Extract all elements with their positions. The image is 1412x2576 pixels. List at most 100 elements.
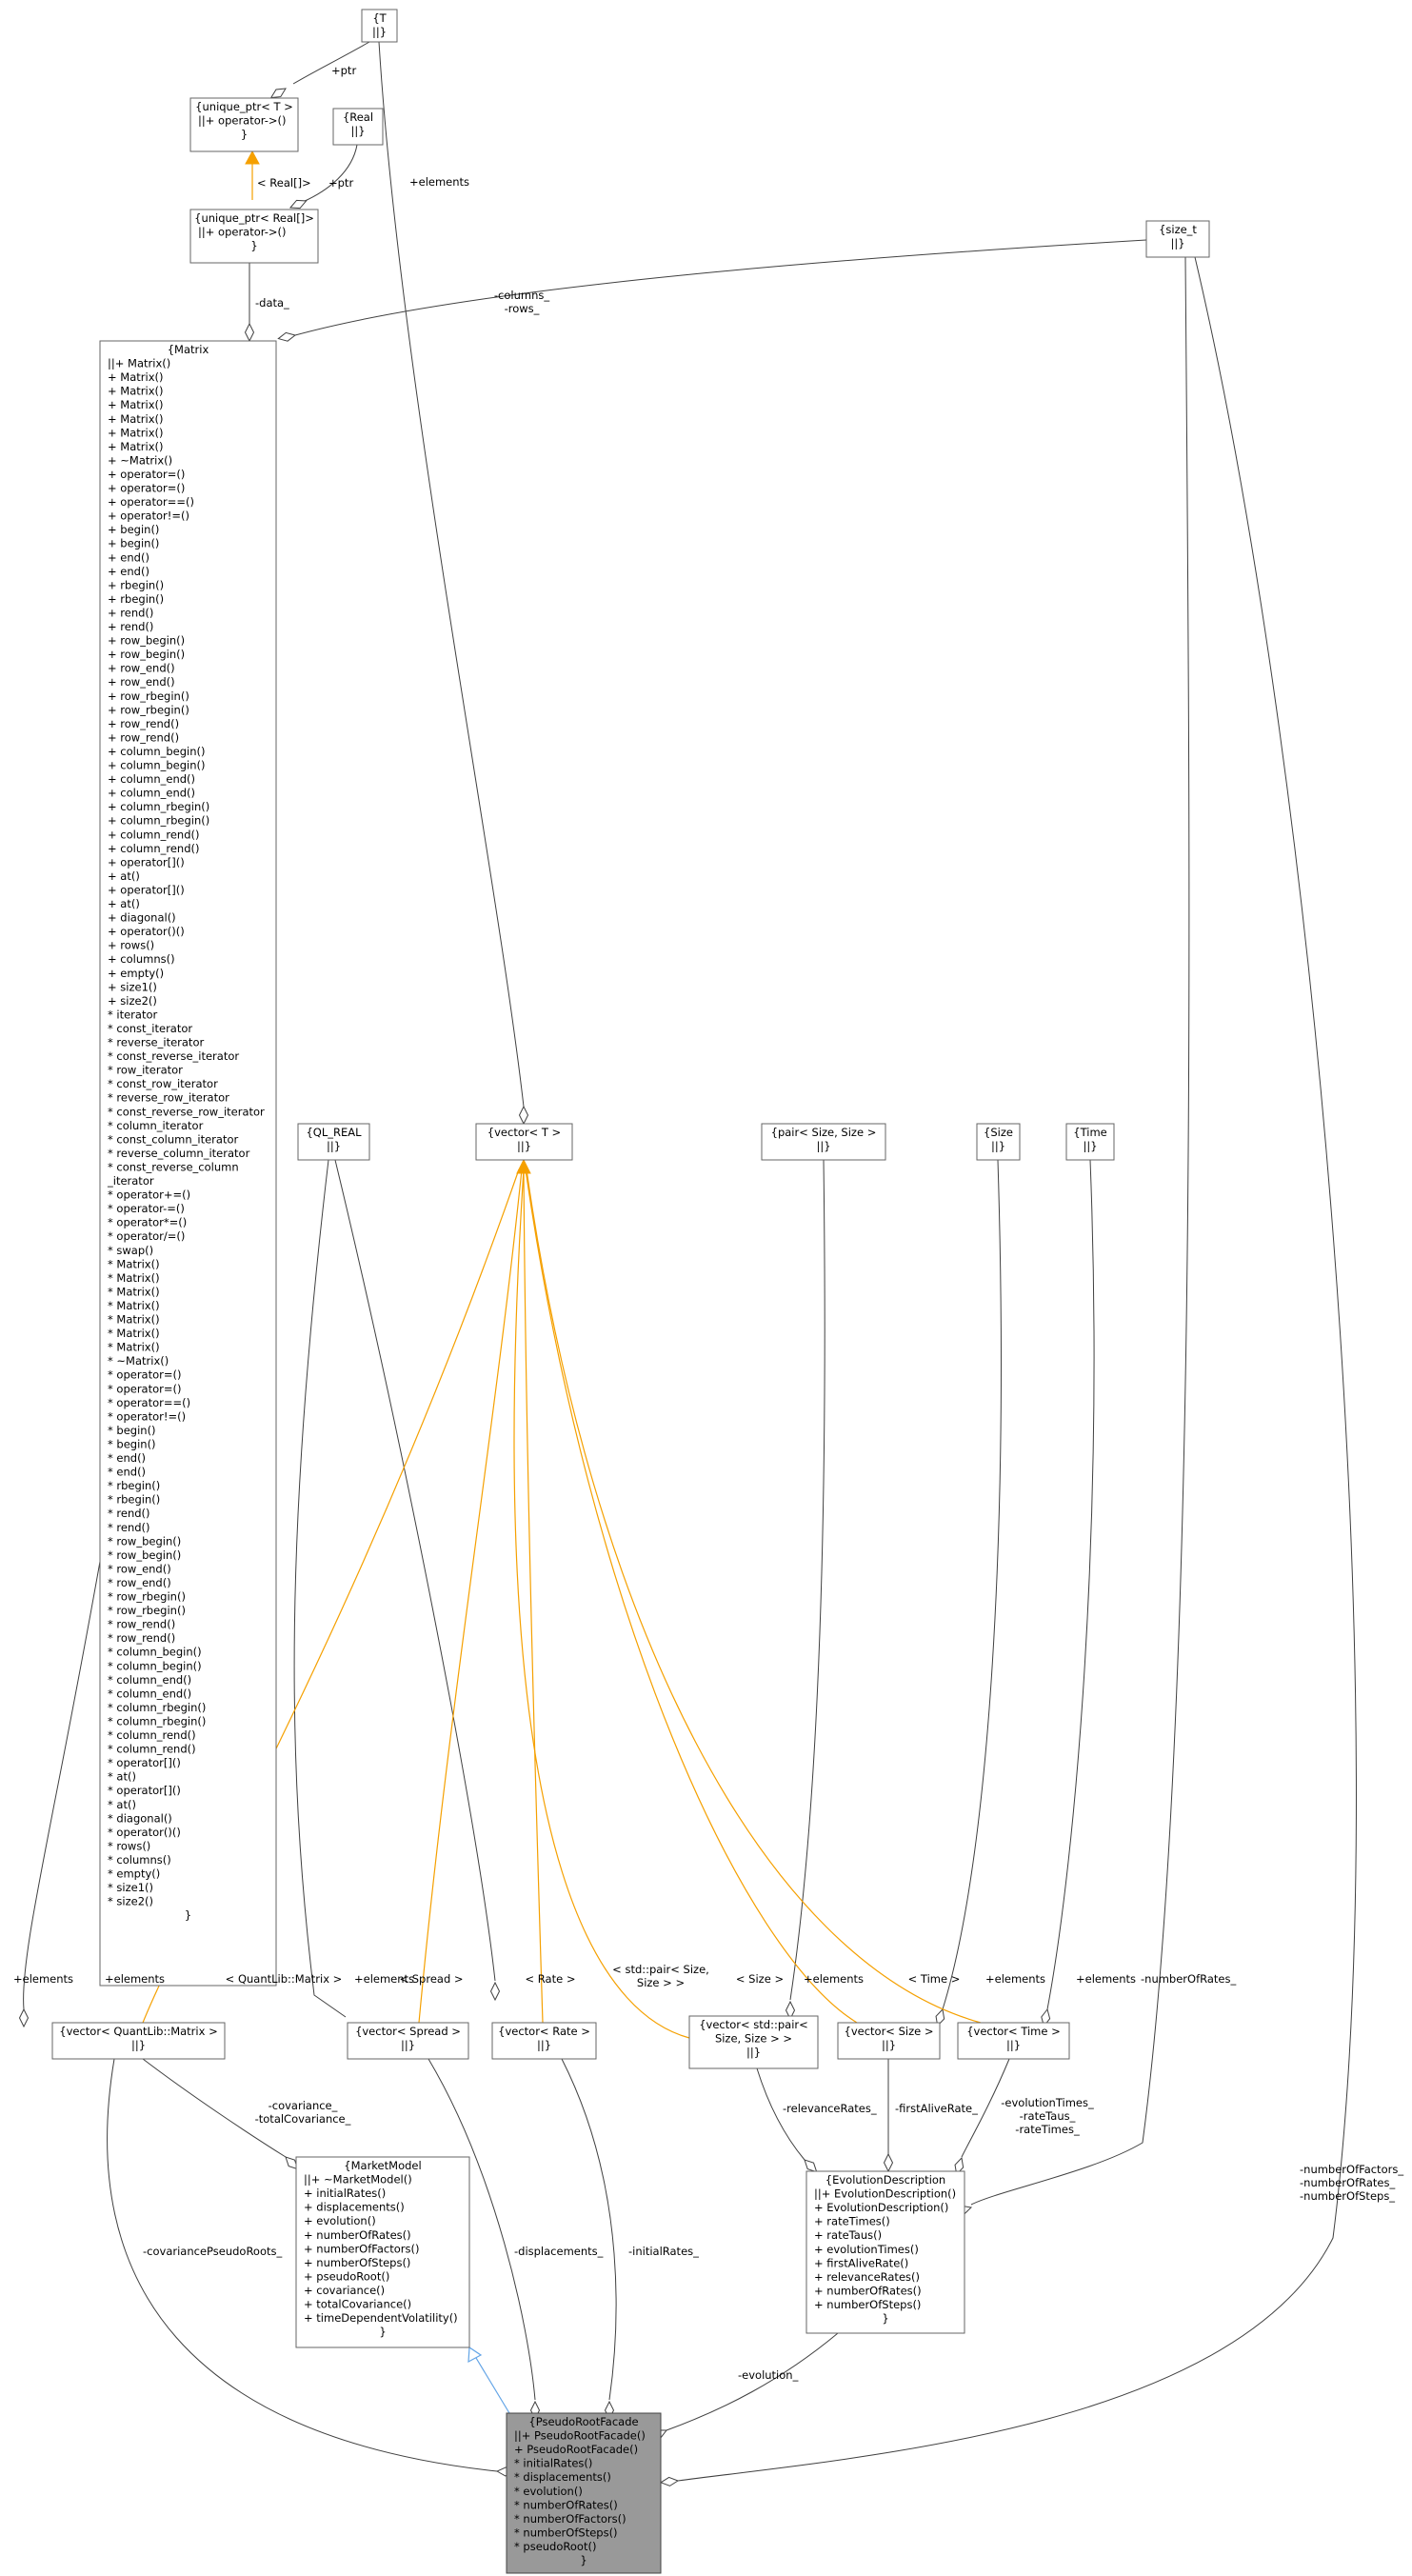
class-name: {unique_ptr< T > <box>195 100 293 113</box>
class-member: * rbegin() <box>108 1479 160 1492</box>
class-time[interactable]: {Time||} <box>1065 1123 1115 1161</box>
class-member: * operator==() <box>108 1396 190 1409</box>
edge-elements-qlreal-left <box>293 1159 347 2018</box>
class-member: * reverse_iterator <box>108 1036 204 1049</box>
edge-relevance <box>756 2067 805 2161</box>
inheritance-edge <box>475 2357 510 2414</box>
class-member: + end() <box>108 565 149 578</box>
class-member: * rend() <box>108 1507 150 1520</box>
edge-evolution-times <box>961 2058 1010 2158</box>
class-member: * column_rbegin() <box>108 1714 206 1727</box>
class-member: + ~Matrix() <box>108 453 172 467</box>
class-box <box>189 97 299 152</box>
class-vector-pair[interactable]: {vector< std::pair<Size, Size > >||} <box>688 2015 819 2069</box>
class-member: * rows() <box>108 1839 150 1852</box>
class-pseudorootfacade[interactable]: {PseudoRootFacade||+ PseudoRootFacade()+… <box>506 2412 662 2574</box>
edge-evolution <box>666 2332 839 2431</box>
class-box <box>761 1123 886 1161</box>
edge-label: +elements <box>1076 1972 1136 1986</box>
class-unique-ptr-real[interactable]: {unique_ptr< Real[]>||+ operator->()} <box>189 209 319 264</box>
class-ql-real[interactable]: {QL_REAL||} <box>297 1123 370 1161</box>
class-member: ||} <box>816 1140 830 1153</box>
class-member: * end() <box>108 1466 146 1479</box>
class-member: + Matrix() <box>108 398 163 411</box>
template-arrowhead <box>245 150 260 165</box>
class-name: {Real <box>343 110 373 124</box>
aggregation-diamond <box>18 2007 30 2028</box>
class-evolutiondescription[interactable]: {EvolutionDescription||+ EvolutionDescri… <box>805 2170 965 2334</box>
class-member: * row_rend() <box>108 1618 175 1631</box>
class-member: + rows() <box>108 939 154 952</box>
class-unique-ptr-t[interactable]: {unique_ptr< T >||+ operator->()} <box>189 97 299 152</box>
class-member: ||} <box>372 26 387 39</box>
class-member: * numberOfRates() <box>514 2498 618 2511</box>
class-member: + relevanceRates() <box>814 2270 920 2284</box>
class-member: } <box>580 2554 587 2567</box>
edge-label: -rateTaus_ <box>1020 2109 1076 2123</box>
class-member: + row_rend() <box>108 730 179 744</box>
class-name: {EvolutionDescription <box>825 2173 945 2187</box>
class-member: * iterator <box>108 1008 158 1021</box>
class-member: + end() <box>108 550 149 564</box>
template-edge-size <box>525 1168 858 2024</box>
class-box <box>976 1123 1021 1161</box>
edge-label: +elements <box>354 1972 414 1986</box>
class-vector-rate[interactable]: {vector< Rate >||} <box>491 2022 597 2060</box>
class-member: * const_row_iterator <box>108 1077 218 1090</box>
class-box <box>805 2170 965 2334</box>
class-matrix[interactable]: {Matrix||+ Matrix()+ Matrix()+ Matrix()+… <box>99 340 277 1987</box>
edge-label: < Time > <box>908 1972 961 1986</box>
template-arrowhead <box>516 1158 531 1174</box>
edge-label: -numberOfFactors_ <box>1300 2163 1403 2176</box>
class-vector-spread[interactable]: {vector< Spread >||} <box>347 2022 469 2060</box>
class-member: + row_rend() <box>108 717 179 730</box>
class-vector-size[interactable]: {vector< Size >||} <box>837 2022 941 2060</box>
class-member: + EvolutionDescription() <box>814 2201 948 2214</box>
edge-label: -numberOfRates_ <box>1300 2176 1395 2189</box>
class-size-t[interactable]: {size_t||} <box>1145 220 1210 258</box>
class-member: * operator[]() <box>108 1784 181 1797</box>
class-t[interactable]: {T||} <box>361 9 398 43</box>
class-vector-matrix[interactable]: {vector< QuantLib::Matrix >||} <box>51 2022 226 2060</box>
class-member: + size2() <box>108 994 157 1008</box>
class-box <box>295 2156 470 2348</box>
class-member: + operator=() <box>108 468 185 481</box>
class-box <box>51 2022 226 2060</box>
class-member: * column_begin() <box>108 1646 202 1659</box>
template-edge-rate <box>523 1168 544 2024</box>
class-pair-size[interactable]: {pair< Size, Size >||} <box>761 1123 886 1161</box>
class-member: * operator!=() <box>108 1409 186 1423</box>
class-member: + Matrix() <box>108 370 163 384</box>
class-member: * row_end() <box>108 1576 171 1589</box>
class-member: + rend() <box>108 620 153 633</box>
class-member: + covariance() <box>304 2284 385 2297</box>
class-member: + numberOfFactors() <box>304 2242 419 2255</box>
class-member: * row_begin() <box>108 1534 181 1548</box>
class-member: * operator[]() <box>108 1756 181 1769</box>
edge-label: < Size > <box>736 1972 784 1986</box>
class-box <box>957 2022 1070 2060</box>
class-vector-time[interactable]: {vector< Time >||} <box>957 2022 1070 2060</box>
class-member: * Matrix() <box>108 1257 160 1270</box>
class-member: * operator/=() <box>108 1229 185 1243</box>
class-member: ||} <box>1170 237 1184 250</box>
class-real[interactable]: {Real||} <box>332 108 384 146</box>
class-member: + operator=() <box>108 482 185 495</box>
class-vector-t[interactable]: {vector< T >||} <box>475 1123 573 1161</box>
class-member: * row_begin() <box>108 1548 181 1562</box>
class-box <box>189 209 319 264</box>
class-marketmodel[interactable]: {MarketModel||+ ~MarketModel()+ initialR… <box>295 2156 470 2348</box>
edge-label: +elements <box>105 1972 165 1986</box>
class-member: + rateTaus() <box>814 2228 882 2242</box>
class-member: ||} <box>1083 1140 1097 1153</box>
class-member: + evolutionTimes() <box>814 2243 919 2256</box>
class-member: * row_iterator <box>108 1064 183 1077</box>
class-member: * reverse_column_iterator <box>108 1147 250 1160</box>
edge-label: +ptr <box>331 64 356 77</box>
class-name: {vector< Time > <box>966 2025 1061 2038</box>
class-box <box>688 2015 819 2069</box>
class-member: * row_rbegin() <box>108 1590 186 1604</box>
class-size[interactable]: {Size||} <box>976 1123 1021 1161</box>
template-edge-pair <box>513 1168 690 2039</box>
